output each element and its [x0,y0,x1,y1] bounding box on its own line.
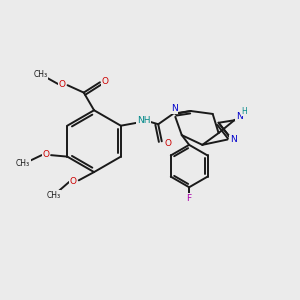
Text: CH₃: CH₃ [16,159,30,168]
Text: N: N [236,112,243,121]
Text: CH₃: CH₃ [33,70,47,80]
Text: F: F [187,194,192,203]
Text: N: N [171,104,178,113]
Text: O: O [59,80,66,89]
Text: H: H [241,107,247,116]
Text: O: O [102,77,109,86]
Text: O: O [164,139,171,148]
Text: NH: NH [137,116,150,125]
Text: N: N [230,135,237,144]
Text: CH₃: CH₃ [47,190,61,200]
Text: O: O [42,150,49,159]
Text: O: O [70,177,77,186]
